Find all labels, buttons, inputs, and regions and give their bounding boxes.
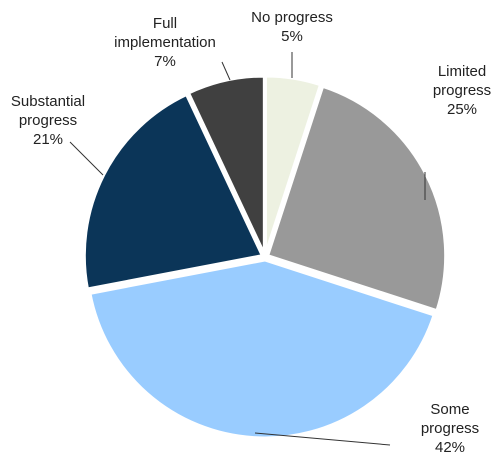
value-label: 21% [32, 131, 64, 148]
leader-line [69, 141, 104, 176]
slice-label: Some progress 42% [410, 400, 490, 457]
slice-label: Full implementation 7% [105, 14, 225, 71]
category-label: Some progress [420, 401, 480, 437]
value-label: 42% [434, 439, 466, 456]
pie-slice [82, 92, 265, 291]
category-label: No progress [251, 9, 333, 26]
value-label: 7% [154, 53, 176, 70]
value-label: 5% [281, 28, 303, 45]
slice-label: No progress 5% [232, 8, 352, 46]
pie-slice [263, 74, 323, 255]
leader-line [221, 61, 231, 81]
category-label: Full implementation [114, 15, 216, 51]
pie-slice [88, 258, 436, 440]
value-label: 25% [446, 101, 478, 118]
leader-line [254, 432, 391, 446]
pie-slice [265, 84, 448, 313]
category-label: Substantial progress [10, 93, 86, 129]
category-label: Limited progress [432, 63, 492, 99]
slice-label: Limited progress 25% [422, 62, 497, 119]
slice-label: Substantial progress 21% [0, 92, 103, 149]
